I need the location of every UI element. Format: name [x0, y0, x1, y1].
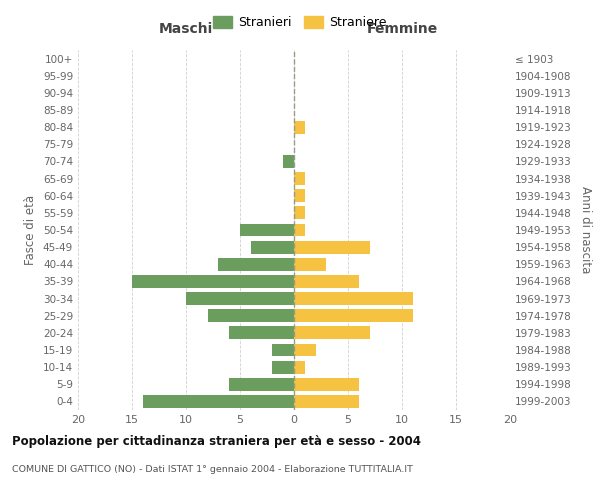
Bar: [294, 360, 305, 374]
Legend: Stranieri, Straniere: Stranieri, Straniere: [208, 11, 392, 34]
Bar: [283, 155, 294, 168]
Bar: [294, 326, 370, 340]
Bar: [294, 190, 305, 202]
Bar: [251, 240, 294, 254]
Bar: [229, 326, 294, 340]
Text: COMUNE DI GATTICO (NO) - Dati ISTAT 1° gennaio 2004 - Elaborazione TUTTITALIA.IT: COMUNE DI GATTICO (NO) - Dati ISTAT 1° g…: [12, 465, 413, 474]
Bar: [240, 224, 294, 236]
Bar: [294, 206, 305, 220]
Bar: [294, 120, 305, 134]
Bar: [294, 344, 316, 356]
Text: Popolazione per cittadinanza straniera per età e sesso - 2004: Popolazione per cittadinanza straniera p…: [12, 435, 421, 448]
Bar: [143, 395, 294, 408]
Bar: [294, 292, 413, 305]
Bar: [272, 344, 294, 356]
Bar: [294, 310, 413, 322]
Text: Femmine: Femmine: [367, 22, 437, 36]
Bar: [294, 240, 370, 254]
Bar: [294, 224, 305, 236]
Bar: [294, 378, 359, 390]
Bar: [272, 360, 294, 374]
Y-axis label: Fasce di età: Fasce di età: [25, 195, 37, 265]
Bar: [132, 275, 294, 288]
Bar: [294, 172, 305, 185]
Bar: [294, 395, 359, 408]
Bar: [294, 275, 359, 288]
Text: Maschi: Maschi: [159, 22, 213, 36]
Bar: [229, 378, 294, 390]
Bar: [294, 258, 326, 270]
Bar: [186, 292, 294, 305]
Bar: [208, 310, 294, 322]
Y-axis label: Anni di nascita: Anni di nascita: [580, 186, 592, 274]
Bar: [218, 258, 294, 270]
